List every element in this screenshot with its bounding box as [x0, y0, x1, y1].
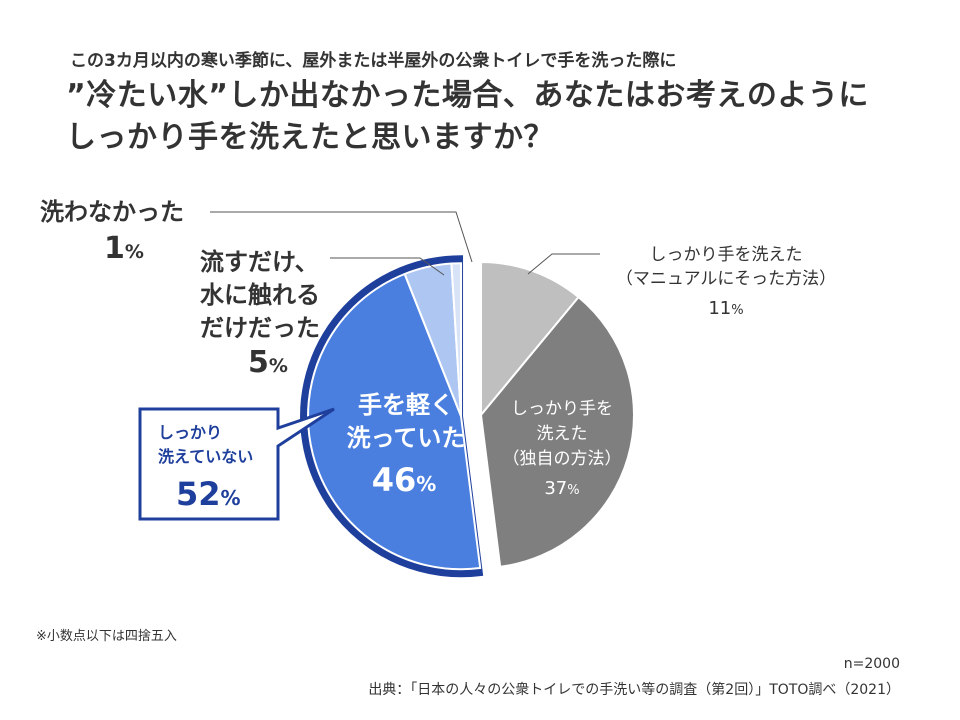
slice-manual — [480, 260, 580, 418]
leader-line-rinse — [330, 257, 445, 276]
source-credit: 出典：「日本の人々の公衆トイレでの手洗い等の調査（第2回）」TOTO調べ（202… — [368, 682, 900, 698]
slice-label-manual-line-1: しっかり手を洗えた — [650, 245, 803, 265]
chart-title-line-2: しっかり手を洗えたと思いますか？ — [66, 120, 554, 155]
slice-label-own-line-2: 洗えた — [537, 424, 588, 444]
slice-value-light: 46% — [372, 461, 437, 499]
slice-value-own: 37% — [544, 478, 579, 499]
slice-label-rinse-line-3: だけだった — [200, 314, 320, 342]
group-label-line-1: しっかり — [158, 423, 222, 442]
slice-label-rinse-line-2: 水に触れる — [200, 281, 320, 309]
chart-title-line-1: ”冷たい水”しか出なかった場合、あなたはお考えのように — [66, 78, 869, 113]
slice-light — [307, 272, 482, 571]
slice-label-light-line-1: 手を軽く — [358, 391, 454, 419]
slice-label-own-line-3: （独自の方法） — [503, 449, 622, 469]
group-value-label: 52% — [176, 475, 241, 513]
sample-size: n=2000 — [843, 656, 900, 672]
slice-value-rinse: 5% — [248, 345, 288, 380]
chart-subtitle: この3カ月以内の寒い季節に、屋外または半屋外の公衆トイレで手を洗った際に — [70, 51, 677, 71]
slice-label-none: 洗わなかった — [40, 198, 184, 226]
slice-label-light-line-2: 洗っていた — [347, 424, 466, 452]
group-callout-box — [138, 407, 335, 521]
leader-line-manual — [527, 253, 600, 275]
rounding-note: ※小数点以下は四捨五入 — [36, 629, 177, 644]
slice-value-manual: 11% — [708, 298, 743, 319]
leader-line-none — [210, 211, 473, 263]
slice-label-manual-line-2: （マニュアルにそった方法） — [616, 269, 836, 289]
slice-label-own-line-1: しっかり手を — [511, 399, 613, 419]
slice-own — [479, 295, 635, 568]
slice-label-rinse-line-1: 流すだけ、 — [200, 248, 319, 276]
group-label-line-2: 洗えていない — [158, 447, 253, 466]
slice-value-none: 1% — [104, 231, 144, 266]
slice-none — [450, 262, 463, 417]
